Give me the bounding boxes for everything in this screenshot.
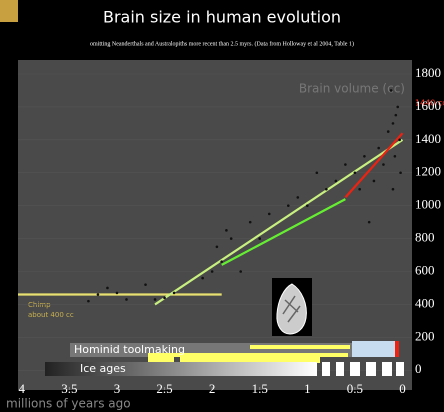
data-point xyxy=(315,171,319,175)
data-point xyxy=(393,154,397,158)
data-point xyxy=(229,237,233,240)
data-point xyxy=(96,293,100,296)
y-tick-label: 1600 xyxy=(415,98,441,113)
data-point xyxy=(163,296,166,300)
y-tick-label: 200 xyxy=(415,328,435,343)
data-point xyxy=(220,260,223,263)
data-point xyxy=(391,122,395,125)
data-point xyxy=(125,298,128,301)
data-point xyxy=(115,291,119,295)
data-point xyxy=(391,187,395,191)
data-point xyxy=(258,237,262,240)
data-point xyxy=(201,276,204,280)
data-point xyxy=(296,196,300,199)
data-point xyxy=(215,245,219,249)
data-point xyxy=(394,113,398,117)
data-point xyxy=(248,220,252,224)
x-tick-label: 2.5 xyxy=(156,381,172,396)
data-point xyxy=(367,220,371,224)
x-tick-label: 1 xyxy=(304,381,311,396)
skull-image xyxy=(272,278,312,336)
data-point xyxy=(267,212,271,216)
annotation: Ice ages xyxy=(80,362,126,375)
plot-area xyxy=(18,60,412,390)
data-point xyxy=(358,187,361,191)
data-point xyxy=(386,130,390,133)
y-tick-label: 0 xyxy=(415,361,422,376)
x-tick-label: 3.5 xyxy=(61,381,77,396)
y-tick-label: 400 xyxy=(415,295,435,310)
y-tick-label: 1400 xyxy=(415,131,441,146)
data-point xyxy=(325,187,328,191)
data-point xyxy=(399,171,402,175)
x-tick-label: 1.5 xyxy=(252,381,268,396)
annotation: Chimp xyxy=(28,301,51,309)
chart-subtitle: omitting Neanderthals and Australopiths … xyxy=(90,40,354,47)
annotation: 1440 cc xyxy=(415,99,444,108)
annotation: about 400 cc xyxy=(28,311,74,319)
data-point xyxy=(106,286,109,290)
data-point xyxy=(344,163,347,166)
y-tick-label: 1800 xyxy=(415,65,441,80)
x-tick-label: 0 xyxy=(399,381,406,396)
x-tick-label: 0.5 xyxy=(347,381,363,396)
x-tick-label: 3 xyxy=(114,381,121,396)
data-point xyxy=(396,105,400,109)
x-axis-label: millions of years ago xyxy=(6,397,131,411)
data-point xyxy=(353,171,357,175)
data-point xyxy=(382,163,385,166)
y-tick-label: 800 xyxy=(415,230,435,245)
ice-ages-bar xyxy=(45,362,404,376)
data-point xyxy=(153,298,157,301)
y-tick-label: 1200 xyxy=(415,164,441,179)
data-point xyxy=(377,146,380,150)
data-point xyxy=(239,270,242,273)
data-point xyxy=(389,89,393,92)
annotation: Hominid toolmaking xyxy=(74,343,185,356)
data-point xyxy=(210,270,214,273)
trend-line xyxy=(221,198,346,266)
data-point xyxy=(286,204,290,207)
trend-line xyxy=(154,138,404,306)
data-point xyxy=(172,291,176,295)
y-tick-label: 1000 xyxy=(415,197,441,212)
data-point xyxy=(363,154,366,158)
y-tick-label: 600 xyxy=(415,262,435,277)
data-point xyxy=(334,179,338,183)
data-point xyxy=(144,283,147,286)
data-point xyxy=(398,138,401,142)
y-axis-label: Brain volume (cc) xyxy=(299,82,405,96)
trend-line xyxy=(344,132,404,199)
data-point xyxy=(372,179,376,183)
chart-title: Brain size in human evolution xyxy=(103,8,341,27)
data-point xyxy=(306,204,309,207)
corner-icon xyxy=(0,0,18,22)
x-tick-label: 2 xyxy=(209,381,216,396)
toolmaking-bar xyxy=(70,341,399,365)
x-tick-label: 4 xyxy=(19,381,26,396)
data-point xyxy=(87,299,90,303)
data-point xyxy=(225,229,228,232)
